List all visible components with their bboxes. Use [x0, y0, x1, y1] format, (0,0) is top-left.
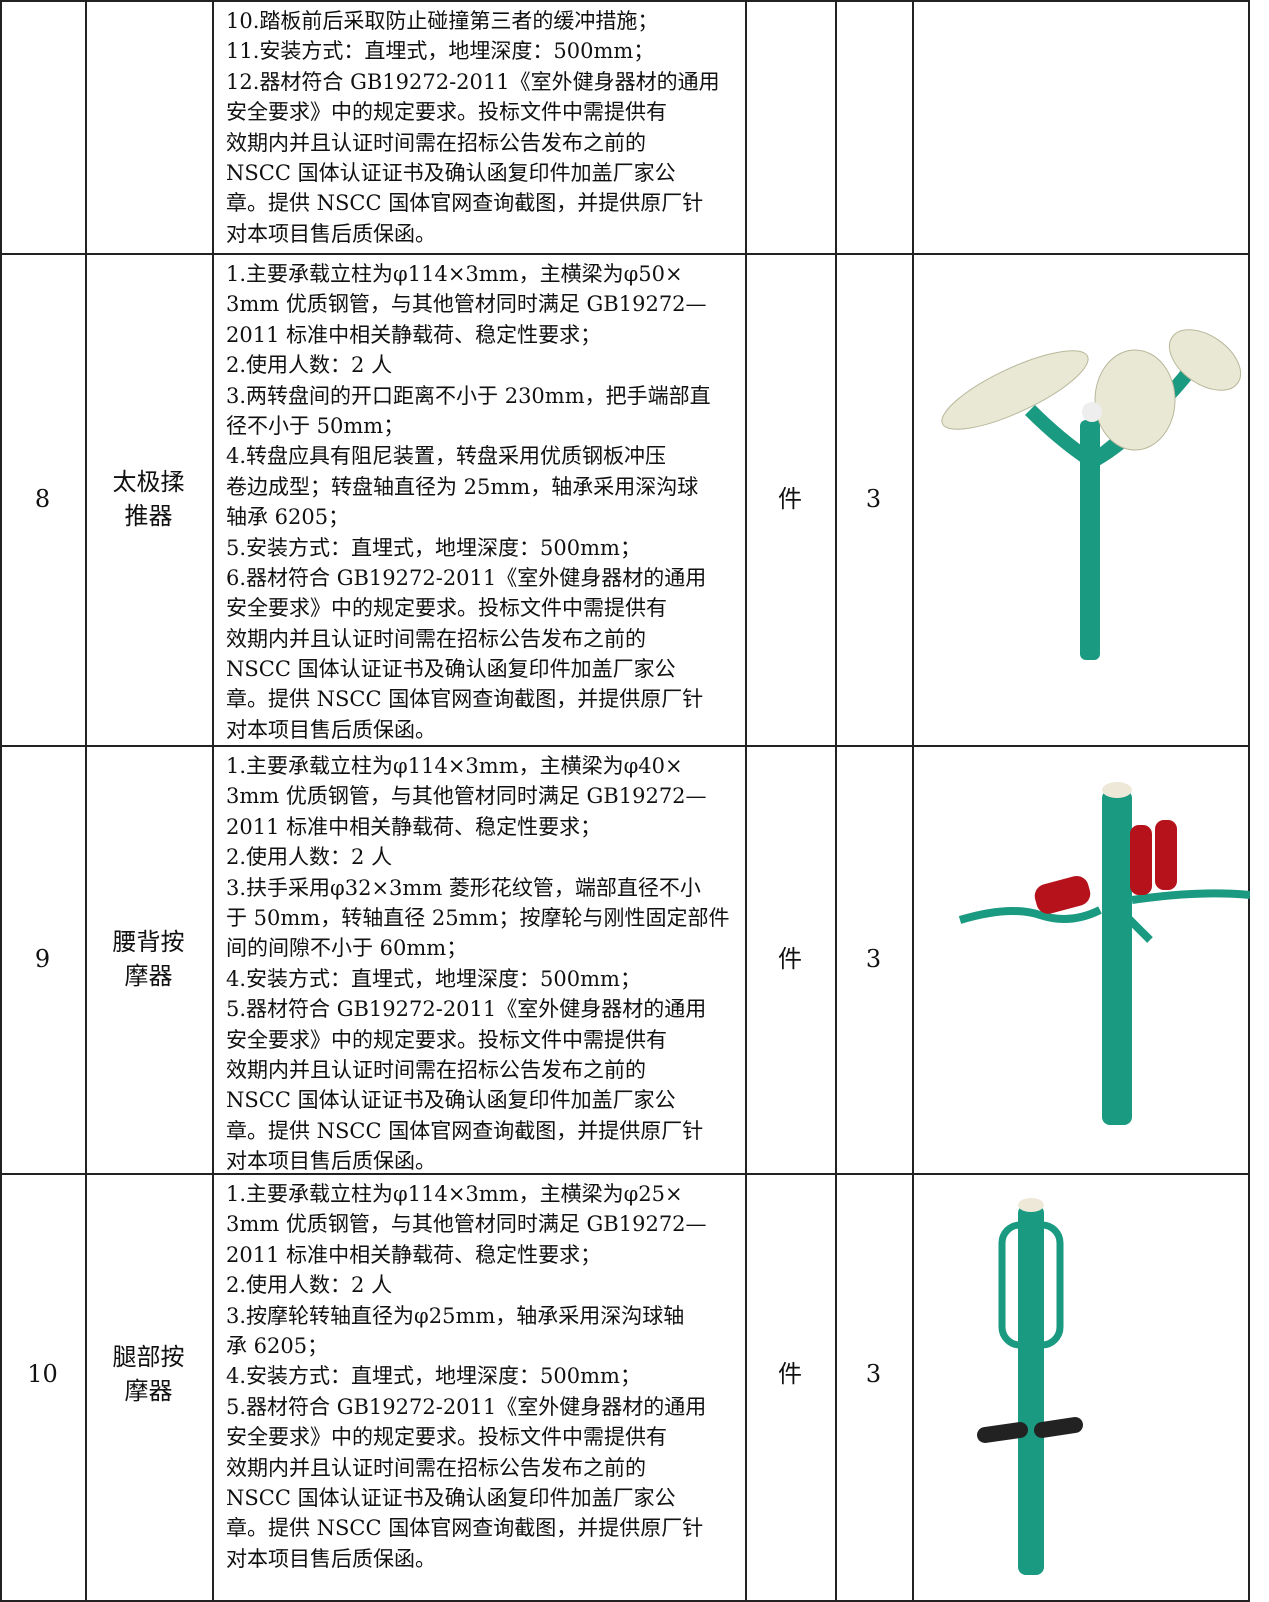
spec-line: 安全要求》中的规定要求。投标文件中需提供有: [226, 596, 667, 621]
spec-line: 2011 标准中相关静载荷、稳定性要求；: [226, 1242, 602, 1267]
spec-line: NSCC 国体认证证书及确认函复印件加盖厂家公: [226, 657, 676, 682]
spec-line: 6.器材符合 GB19272-2011《室外健身器材的通用: [226, 565, 707, 590]
item-name: 腿部按 摩器: [85, 1173, 212, 1575]
spec-line: 安全要求》中的规定要求。投标文件中需提供有: [226, 1425, 667, 1450]
spec-line: 轴承 6205；: [226, 505, 350, 530]
unit: 件: [778, 485, 802, 513]
spec-line: 3.扶手采用φ32×3mm 菱形花纹管，端部直径不小: [226, 875, 701, 900]
spec-line: 章。提供 NSCC 国体官网查询截图，并提供原厂针: [226, 191, 704, 216]
spec-line: 承 6205；: [226, 1333, 329, 1358]
spec-line: 4.转盘应具有阻尼装置，转盘采用优质钢板冲压: [226, 444, 667, 469]
spec-line: 安全要求》中的规定要求。投标文件中需提供有: [226, 100, 667, 125]
equipment-image: [977, 1198, 1083, 1575]
spec-line: 1.主要承载立柱为φ114×3mm，主横梁为φ25×: [226, 1182, 683, 1206]
spec-line: 卷边成型；转盘轴直径为 25mm，轴承采用深沟球: [226, 474, 699, 499]
row-border: [0, 253, 1250, 255]
spec-line: 2.使用人数：2 人: [226, 353, 393, 378]
quantity: 3: [865, 1360, 882, 1388]
spec-line: 1.主要承载立柱为φ114×3mm，主横梁为φ50×: [226, 262, 683, 286]
spec-line: 效期内并且认证时间需在招标公告发布之前的: [226, 1455, 646, 1480]
quantity: 3: [865, 945, 882, 973]
spec-line: 3mm 优质钢管，与其他管材同时满足 GB19272—: [226, 1212, 707, 1237]
spec-line: 3mm 优质钢管，与其他管材同时满足 GB19272—: [226, 784, 707, 809]
spec-line: 3.两转盘间的开口距离不小于 230mm，把手端部直: [226, 383, 711, 408]
spec-line: 章。提供 NSCC 国体官网查询截图，并提供原厂针: [226, 687, 704, 712]
spec-line: 间的间隙不小于 60mm；: [226, 936, 468, 961]
spec-line: NSCC 国体认证证书及确认函复印件加盖厂家公: [226, 1485, 676, 1510]
column-border: [85, 0, 87, 1600]
spec-line: 4.安装方式：直埋式，地埋深度：500mm；: [226, 966, 641, 991]
equipment-image: [958, 782, 1250, 1125]
spec-line: 于 50mm，转轴直径 25mm；按摩轮与刚性固定部件: [226, 905, 730, 930]
column-border: [912, 0, 914, 1600]
unit: 件: [778, 1360, 802, 1388]
spec-line: 2011 标准中相关静载荷、稳定性要求；: [226, 322, 602, 347]
item-number: 9: [34, 945, 51, 973]
row-border: [0, 1173, 1250, 1175]
specification: 10.踏板前后采取防止碰撞第三者的缓冲措施； 11.安装方式：直埋式，地埋深度：5…: [226, 6, 742, 249]
column-border: [745, 0, 747, 1600]
spec-line: 对本项目售后质保函。: [226, 717, 436, 742]
column-border: [212, 0, 214, 1600]
spec-line: 2011 标准中相关静载荷、稳定性要求；: [226, 814, 602, 839]
spec-line: 4.安装方式：直埋式，地埋深度：500mm；: [226, 1364, 641, 1389]
item-number: 8: [34, 485, 51, 513]
spec-line: 2.使用人数：2 人: [226, 845, 393, 870]
spec-line: 对本项目售后质保函。: [226, 1546, 436, 1571]
quantity: 3: [865, 485, 882, 513]
specification: 1.主要承载立柱为φ114×3mm，主横梁为φ25× 3mm 优质钢管，与其他管材…: [226, 1179, 742, 1574]
spec-line: 5.器材符合 GB19272-2011《室外健身器材的通用: [226, 997, 707, 1022]
item-name: 太极揉 推器: [85, 253, 212, 745]
item-name: 腰背按 摩器: [85, 745, 212, 1173]
item-name-line: 腰背按: [112, 928, 185, 956]
specification: 1.主要承载立柱为φ114×3mm，主横梁为φ40× 3mm 优质钢管，与其他管材…: [226, 751, 742, 1176]
spec-line: 1.主要承载立柱为φ114×3mm，主横梁为φ40×: [226, 754, 683, 778]
spec-line: 对本项目售后质保函。: [226, 221, 436, 246]
spec-line: NSCC 国体认证证书及确认函复印件加盖厂家公: [226, 1088, 676, 1113]
item-name-line: 摩器: [124, 962, 173, 990]
column-border: [0, 0, 2, 1600]
item-name-line: 太极揉: [112, 468, 185, 496]
spec-line: 10.踏板前后采取防止碰撞第三者的缓冲措施；: [226, 9, 659, 33]
spec-line: 对本项目售后质保函。: [226, 1149, 436, 1174]
unit: 件: [778, 945, 802, 973]
spec-line: 3mm 优质钢管，与其他管材同时满足 GB19272—: [226, 292, 707, 317]
column-border: [1248, 0, 1250, 1600]
spec-line: 2.使用人数：2 人: [226, 1273, 393, 1298]
item-number: 10: [27, 1360, 58, 1388]
item-name-line: 摩器: [124, 1377, 173, 1405]
row-border: [0, 0, 1250, 2]
spec-line: 效期内并且认证时间需在招标公告发布之前的: [226, 130, 646, 155]
spec-line: 效期内并且认证时间需在招标公告发布之前的: [226, 626, 646, 651]
spec-line: 11.安装方式：直埋式，地埋深度：500mm；: [226, 39, 655, 64]
spec-line: 章。提供 NSCC 国体官网查询截图，并提供原厂针: [226, 1516, 704, 1541]
row-border: [0, 745, 1250, 747]
spec-line: 5.安装方式：直埋式，地埋深度：500mm；: [226, 535, 641, 560]
column-border: [835, 0, 837, 1600]
equipment-image: [941, 329, 1242, 660]
spec-line: 5.器材符合 GB19272-2011《室外健身器材的通用: [226, 1394, 707, 1419]
spec-line: 12.器材符合 GB19272-2011《室外健身器材的通用: [226, 69, 720, 94]
specification: 1.主要承载立柱为φ114×3mm，主横梁为φ50× 3mm 优质钢管，与其他管材…: [226, 259, 742, 745]
spec-line: 径不小于 50mm；: [226, 413, 405, 438]
item-name-line: 推器: [124, 502, 173, 530]
spec-line: 3.按摩轮转轴直径为φ25mm，轴承采用深沟球轴: [226, 1303, 685, 1328]
spec-line: 效期内并且认证时间需在招标公告发布之前的: [226, 1057, 646, 1082]
spec-line: 章。提供 NSCC 国体官网查询截图，并提供原厂针: [226, 1118, 704, 1143]
spec-line: NSCC 国体认证证书及确认函复印件加盖厂家公: [226, 160, 676, 185]
spec-line: 安全要求》中的规定要求。投标文件中需提供有: [226, 1027, 667, 1052]
item-name-line: 腿部按: [112, 1343, 185, 1371]
